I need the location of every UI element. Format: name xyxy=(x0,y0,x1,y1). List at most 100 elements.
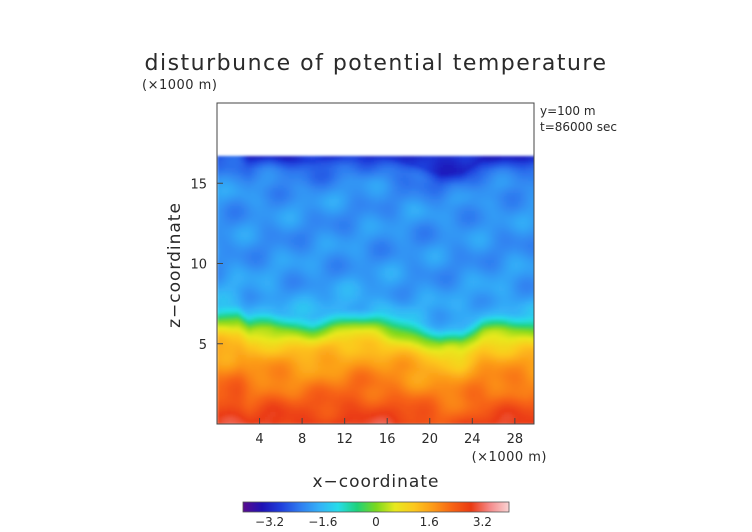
heatmap-cell xyxy=(251,336,255,340)
heatmap-cell xyxy=(232,362,237,366)
heatmap-cell xyxy=(320,282,324,286)
heatmap-cell xyxy=(323,174,327,179)
heatmap-cell xyxy=(248,231,253,235)
heatmap-cell xyxy=(246,390,250,394)
heatmap-cell xyxy=(315,174,319,179)
heatmap-cell xyxy=(296,385,301,389)
heatmap-cell xyxy=(227,416,231,420)
heatmap-cell xyxy=(336,295,340,299)
heatmap-cell xyxy=(310,172,314,176)
heatmap-cell xyxy=(331,251,335,256)
heatmap-cell xyxy=(288,311,293,315)
heatmap-cell xyxy=(232,155,237,158)
heatmap-cell xyxy=(286,370,290,374)
heatmap-cell xyxy=(264,382,269,387)
heatmap-cell xyxy=(294,275,298,279)
heatmap-cell xyxy=(304,303,309,307)
heatmap-cell xyxy=(302,316,306,320)
heatmap-cell xyxy=(259,282,263,286)
heatmap-cell xyxy=(323,308,327,312)
heatmap-cell xyxy=(283,246,287,250)
heatmap-cell xyxy=(334,418,338,423)
heatmap-cell xyxy=(294,272,298,276)
heatmap-cell xyxy=(286,321,290,325)
heatmap-cell xyxy=(294,159,298,163)
heatmap-cell xyxy=(238,210,242,215)
heatmap-cell xyxy=(243,244,247,248)
heatmap-cell xyxy=(222,185,226,189)
heatmap-cell xyxy=(222,354,226,358)
heatmap-cell xyxy=(222,346,226,351)
heatmap-cell xyxy=(331,406,335,410)
heatmap-cell xyxy=(248,403,253,407)
heatmap-cell xyxy=(320,411,324,415)
heatmap-cell xyxy=(331,413,335,417)
heatmap-cell xyxy=(278,300,282,304)
heatmap-cell xyxy=(280,192,285,197)
heatmap-cell xyxy=(294,293,298,297)
heatmap-cell xyxy=(230,293,234,297)
heatmap-cell xyxy=(243,305,247,310)
heatmap-cell xyxy=(248,208,253,212)
heatmap-cell xyxy=(318,254,322,258)
heatmap-cell xyxy=(264,162,269,166)
heatmap-cell xyxy=(312,375,316,379)
heatmap-cell xyxy=(296,203,301,207)
heatmap-cell xyxy=(336,321,340,325)
heatmap-cell xyxy=(262,408,266,412)
heatmap-cell xyxy=(238,362,242,366)
heatmap-cell xyxy=(262,416,266,420)
heatmap-cell xyxy=(246,213,250,217)
heatmap-cell xyxy=(320,416,324,420)
heatmap-cell xyxy=(339,380,343,384)
heatmap-cell xyxy=(278,406,282,410)
heatmap-cell xyxy=(341,311,346,315)
heatmap-cell xyxy=(323,380,327,384)
heatmap-cell xyxy=(299,295,303,299)
heatmap-cell xyxy=(224,180,229,184)
heatmap-cell xyxy=(334,349,338,353)
heatmap-cell xyxy=(243,349,247,353)
heatmap-cell xyxy=(336,377,340,381)
heatmap-cell xyxy=(230,155,234,158)
heatmap-cell xyxy=(227,398,231,402)
heatmap-cell xyxy=(310,200,314,204)
heatmap-cell xyxy=(328,372,332,376)
heatmap-cell xyxy=(296,336,301,340)
heatmap-cell xyxy=(219,308,223,312)
heatmap-cell xyxy=(286,241,290,245)
heatmap-cell xyxy=(315,336,319,340)
heatmap-cell xyxy=(275,251,279,256)
heatmap-cell xyxy=(286,239,290,243)
heatmap-cell xyxy=(326,223,330,227)
heatmap-cell xyxy=(224,264,229,268)
heatmap-cell xyxy=(262,380,266,384)
heatmap-cell xyxy=(270,190,274,194)
heatmap-cell xyxy=(224,282,229,286)
heatmap-cell xyxy=(328,390,332,394)
heatmap-cell xyxy=(328,277,332,281)
heatmap-cell xyxy=(272,359,277,363)
heatmap-cell xyxy=(224,375,229,379)
heatmap-cell xyxy=(235,385,239,389)
heatmap-cell xyxy=(326,259,330,263)
heatmap-cell xyxy=(267,156,271,161)
heatmap-cell xyxy=(304,228,309,232)
heatmap-cell xyxy=(230,385,234,389)
heatmap-cell xyxy=(232,285,237,289)
heatmap-cell xyxy=(238,275,242,279)
heatmap-cell xyxy=(318,155,322,158)
heatmap-cell xyxy=(318,218,322,222)
heatmap-cell xyxy=(315,231,319,235)
heatmap-cell xyxy=(336,400,340,405)
heatmap-cell xyxy=(262,313,266,317)
heatmap-cell xyxy=(339,334,343,338)
heatmap-cell xyxy=(307,275,311,279)
heatmap-cell xyxy=(302,395,306,399)
heatmap-cell xyxy=(230,203,234,207)
heatmap-cell xyxy=(256,174,261,179)
heatmap-cell xyxy=(270,364,274,369)
heatmap-cell xyxy=(296,228,301,232)
heatmap-cell xyxy=(283,169,287,173)
heatmap-cell xyxy=(267,236,271,240)
